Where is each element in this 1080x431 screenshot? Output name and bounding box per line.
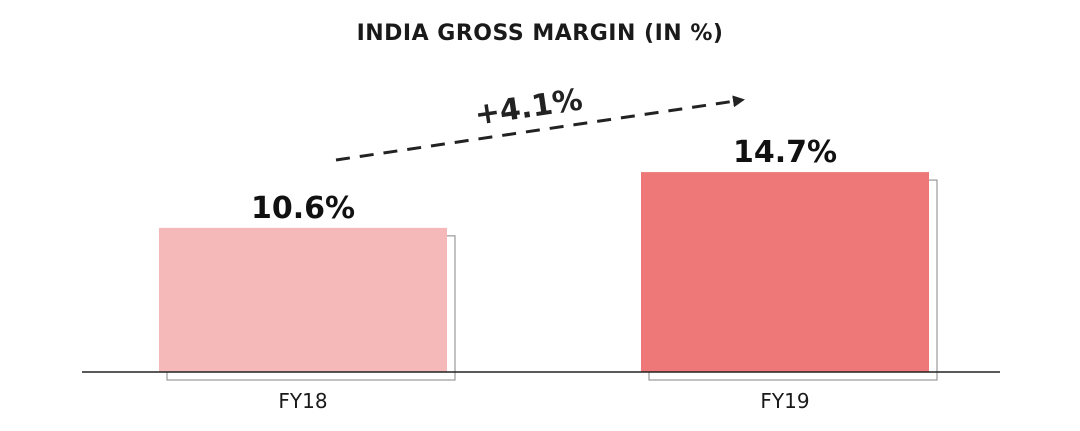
bar-fy19 <box>641 172 929 372</box>
x-tick-label-fy18: FY18 <box>278 389 327 413</box>
value-label-fy19: 14.7% <box>733 135 837 170</box>
change-annotation: +4.1% <box>335 82 745 162</box>
change-label: +4.1% <box>472 82 584 132</box>
chart-title: INDIA GROSS MARGIN (IN %) <box>357 21 724 46</box>
trend-arrow <box>335 95 745 162</box>
value-label-fy18: 10.6% <box>251 191 355 226</box>
x-tick-label-fy19: FY19 <box>760 389 809 413</box>
bar-fy18 <box>159 227 447 372</box>
labels-layer: 10.6% FY18 14.7% FY19 <box>251 135 837 413</box>
bars-layer <box>159 172 938 381</box>
